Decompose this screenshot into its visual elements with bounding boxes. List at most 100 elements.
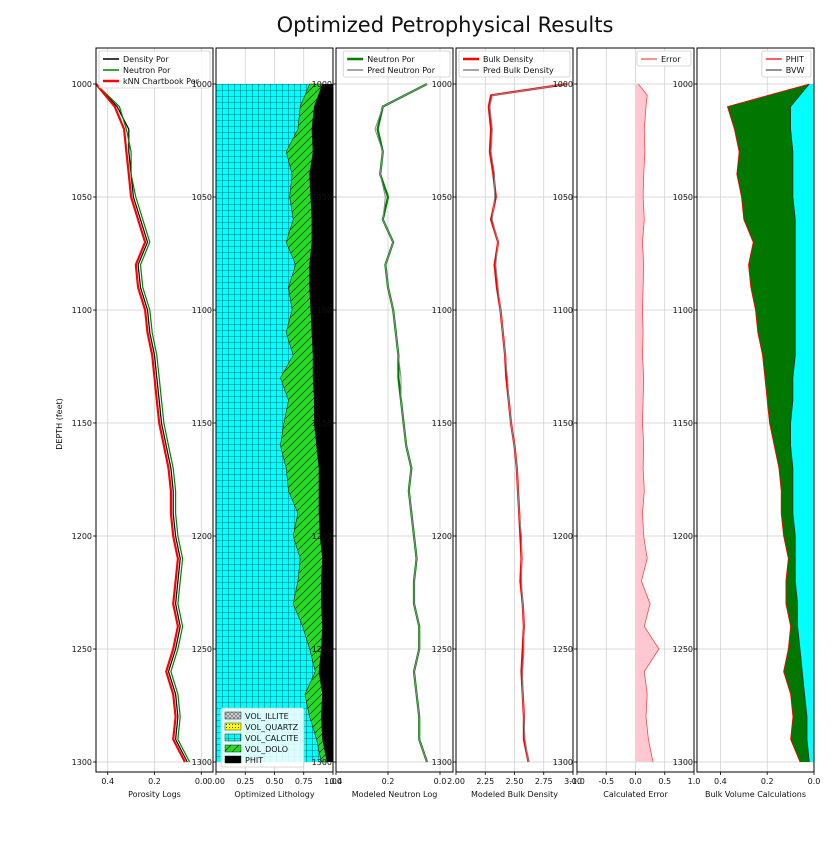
panel-bg	[336, 48, 453, 772]
x-tick-label: 0.2	[761, 777, 774, 786]
depth-tick-label: 1100	[192, 306, 212, 315]
legend-entry: Bulk Density	[483, 55, 534, 64]
x-tick-label: 0.2	[148, 777, 161, 786]
depth-tick-label: 1050	[432, 193, 452, 202]
depth-tick-label: 1300	[432, 758, 452, 767]
x-tick-label: 3.00	[564, 777, 582, 786]
x-tick-label: 2.50	[506, 777, 524, 786]
x-axis-label: Calculated Error	[603, 790, 668, 799]
series-line-1	[95, 83, 191, 763]
track-neutron: 1000 1050 1100 1150 1200 1250 1300 0.4 0.2 0.0 Mod…	[312, 47, 454, 799]
legend-box	[458, 50, 571, 78]
legend-swatch	[224, 744, 242, 753]
legend-entry: BVW	[786, 66, 805, 75]
depth-tick-label: 1200	[553, 532, 573, 541]
x-axis-label: Porosity Logs	[128, 790, 181, 799]
depth-tick-label: 1250	[192, 645, 212, 654]
series-line-1	[374, 83, 428, 763]
depth-tick-label: 1000	[553, 80, 573, 89]
depth-tick-label: 1300	[312, 758, 332, 767]
depth-tick-label: 1000	[673, 80, 693, 89]
depth-tick-label: 1250	[72, 645, 92, 654]
x-tick-label: 2.25	[476, 777, 494, 786]
depth-tick-label: 1050	[553, 193, 573, 202]
x-tick-label: 0.50	[266, 777, 284, 786]
legend-swatch	[224, 755, 242, 764]
x-tick-label: 1.00	[324, 777, 342, 786]
legend: PHIT BVW	[761, 50, 812, 78]
legend: VOL_ILLITE VOL_QUARTZ VOL_CALCITE VOL_DOLO P…	[220, 707, 305, 768]
x-axis-label: Modeled Neutron Log	[352, 790, 438, 799]
x-tick-label: 0.0	[195, 777, 208, 786]
phit-area	[309, 84, 333, 762]
x-tick-label: 0.0	[629, 777, 642, 786]
depth-tick-label: 1200	[432, 532, 452, 541]
depth-tick-label: 1150	[312, 419, 332, 428]
phit-line	[726, 83, 810, 763]
depth-tick-label: 1050	[72, 193, 92, 202]
depth-tick-label: 1150	[432, 419, 452, 428]
legend: Density Por Neutron Por kNN Chartbook Por	[98, 50, 211, 89]
legend-swatch	[224, 711, 242, 720]
x-tick-label: 0.0	[808, 777, 821, 786]
panel-frame	[696, 47, 815, 773]
x-tick-label: 0.5	[658, 777, 671, 786]
bvw-line	[790, 83, 810, 763]
series-line-0	[638, 83, 660, 763]
bvw-fill-area	[790, 84, 814, 762]
x-tick-label: 2.75	[535, 777, 553, 786]
depth-tick-label: 1150	[553, 419, 573, 428]
legend-entry: VOL_ILLITE	[245, 712, 289, 721]
legend: Error	[636, 50, 692, 67]
depth-tick-label: 1250	[312, 645, 332, 654]
legend-swatch	[224, 722, 242, 731]
depth-tick-label: 1300	[673, 758, 693, 767]
depth-tick-label: 1300	[553, 758, 573, 767]
x-axis-label: Modeled Bulk Density	[471, 790, 558, 799]
x-tick-label: 0.4	[714, 777, 727, 786]
x-tick-label: 1.0	[688, 777, 701, 786]
x-tick-label: -1.0	[569, 777, 585, 786]
y-axis-label: DEPTH (feet)	[55, 398, 64, 450]
series-line-1	[489, 83, 568, 763]
legend: Neutron Por Pred Neutron Por	[342, 50, 451, 78]
track-bulk: 1000 1050 1100 1150 1200 1250 1300 2.00 2.25 2.50…	[432, 47, 582, 799]
legend-box	[342, 50, 451, 78]
depth-tick-label: 1000	[432, 80, 452, 89]
legend-entry: Pred Neutron Por	[367, 66, 436, 75]
depth-tick-label: 1250	[432, 645, 452, 654]
depth-tick-label: 1150	[192, 419, 212, 428]
depth-tick-label: 1000	[72, 80, 92, 89]
track-porosity: 1000 1050 1100 1150 1200 1250 1300 0.4 0.2 0.0 Por…	[72, 47, 214, 799]
depth-tick-label: 1100	[553, 306, 573, 315]
legend-entry: VOL_CALCITE	[245, 734, 299, 743]
legend-entry: kNN Chartbook Por	[123, 77, 200, 86]
depth-tick-label: 1050	[192, 193, 212, 202]
depth-tick-label: 1200	[72, 532, 92, 541]
legend-entry: VOL_QUARTZ	[245, 723, 299, 732]
depth-tick-label: 1250	[553, 645, 573, 654]
legend-entry: VOL_DOLO	[245, 745, 288, 754]
depth-tick-label: 1100	[312, 306, 332, 315]
depth-tick-label: 1050	[673, 193, 693, 202]
legend: Bulk Density Pred Bulk Density	[458, 50, 571, 78]
phit-fill-area	[727, 84, 814, 762]
chart-title: Optimized Petrophysical Results	[277, 13, 614, 37]
depth-tick-label: 1250	[673, 645, 693, 654]
track-lithology: 1000 1050 1100 1150 1200 1250 1300 0.00 0.25 0.50…	[192, 47, 342, 799]
series-line-2	[95, 83, 186, 763]
legend-entry: PHIT	[786, 55, 804, 64]
legend-box	[220, 707, 305, 768]
legend-entry: Error	[661, 55, 681, 64]
legend-box	[98, 50, 211, 89]
depth-tick-label: 1200	[673, 532, 693, 541]
depth-tick-label: 1100	[432, 306, 452, 315]
x-tick-label: 0.4	[330, 777, 343, 786]
x-tick-label: 2.00	[447, 777, 465, 786]
track-bulkvol: 1000 1050 1100 1150 1200 1250 1300 0.4 0.2 0.0Bul…	[673, 47, 821, 799]
x-axis-label: Optimized Lithology	[234, 790, 314, 799]
panel-frame	[335, 47, 454, 773]
x-tick-label: -0.5	[598, 777, 614, 786]
